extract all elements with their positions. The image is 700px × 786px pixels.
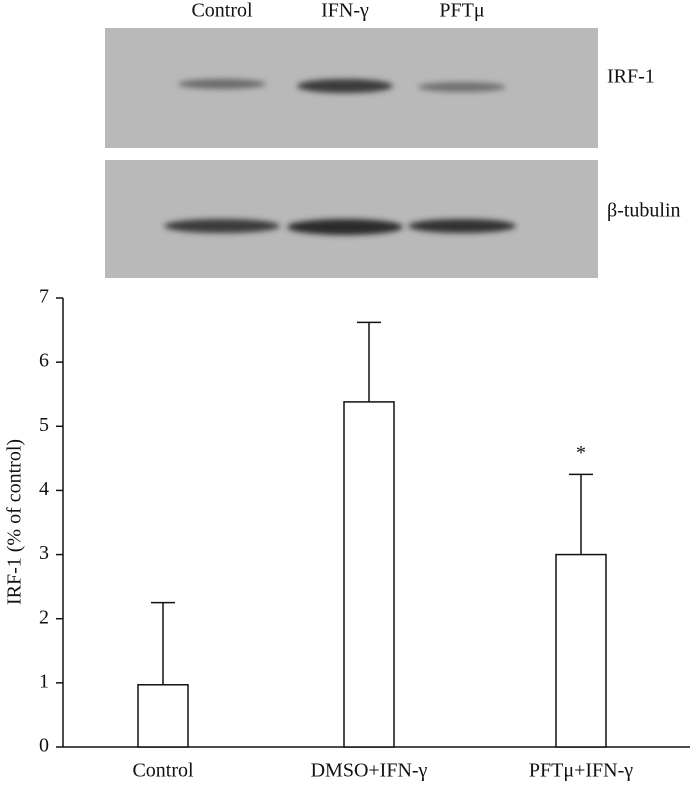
y-tick-label: 5 — [39, 414, 49, 436]
band — [297, 79, 393, 93]
x-tick-label: Control — [132, 760, 194, 782]
y-axis-label: IRF-1 (% of control) — [4, 439, 26, 605]
bar — [137, 684, 189, 748]
western-blot: Control IFN-γ PFTμ IRF-1 β-tubulin — [105, 0, 681, 278]
lane-label: PFTμ — [439, 0, 484, 22]
y-tick-label: 7 — [39, 286, 49, 308]
y-tick-label: 1 — [39, 670, 49, 692]
band — [408, 219, 516, 233]
blot-panel — [105, 160, 598, 278]
y-tick-label: 6 — [39, 350, 49, 372]
band — [418, 82, 506, 92]
row-label: IRF-1 — [607, 66, 655, 88]
x-tick-label: PFTμ+IFN-γ — [529, 760, 633, 782]
bar — [555, 553, 607, 748]
band — [164, 219, 280, 233]
y-tick-label: 3 — [39, 542, 49, 564]
lane-label: Control — [191, 0, 253, 22]
y-tick-label: 0 — [39, 735, 49, 757]
row-label: β-tubulin — [607, 200, 681, 222]
y-tick-label: 2 — [39, 606, 49, 628]
lane-label: IFN-γ — [321, 0, 369, 22]
bar — [343, 401, 395, 748]
band — [287, 219, 403, 235]
band — [178, 79, 266, 89]
annotation: * — [576, 442, 586, 464]
y-tick-label: 4 — [39, 478, 49, 500]
x-tick-label: DMSO+IFN-γ — [311, 760, 428, 782]
